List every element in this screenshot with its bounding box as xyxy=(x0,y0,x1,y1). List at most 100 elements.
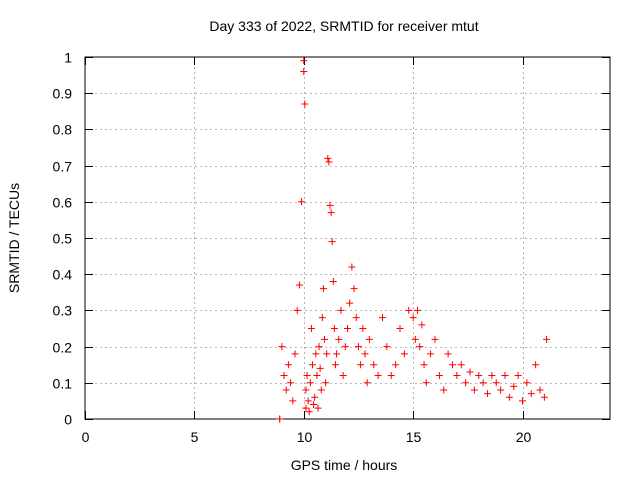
y-tick-label: 0.9 xyxy=(53,86,73,102)
data-point xyxy=(379,314,386,322)
data-point xyxy=(453,372,461,380)
data-point xyxy=(293,306,301,314)
data-point xyxy=(409,314,417,322)
data-point xyxy=(318,314,326,322)
data-point xyxy=(291,350,299,358)
y-tick-label: 0.5 xyxy=(53,231,73,247)
data-point xyxy=(325,158,333,166)
x-tick-label: 20 xyxy=(516,429,532,445)
data-point xyxy=(505,393,513,401)
data-point xyxy=(383,343,391,351)
data-point xyxy=(440,386,448,394)
data-point xyxy=(435,372,443,380)
data-point xyxy=(284,361,292,369)
data-point xyxy=(324,154,332,162)
data-point xyxy=(311,393,319,401)
data-point xyxy=(361,350,369,358)
data-point xyxy=(400,350,408,358)
data-point xyxy=(298,198,306,206)
data-point xyxy=(335,335,343,343)
data-point xyxy=(365,335,373,343)
data-point xyxy=(321,335,329,343)
data-point xyxy=(313,372,321,380)
data-point xyxy=(354,343,362,351)
data-point xyxy=(536,386,544,394)
data-point xyxy=(350,285,358,293)
y-axis-label: SRMTID / TECUs xyxy=(6,183,22,293)
data-point xyxy=(312,350,320,358)
data-point xyxy=(287,379,295,387)
tick-labels: 00.10.20.30.40.50.60.70.80.910 5 10 15 20 xyxy=(53,50,532,446)
data-point xyxy=(479,379,487,387)
data-point xyxy=(543,335,551,343)
data-point xyxy=(339,372,347,380)
y-tick-label: 0.2 xyxy=(53,340,73,356)
data-point xyxy=(363,379,371,387)
data-point xyxy=(532,361,540,369)
data-point xyxy=(306,379,314,387)
data-point xyxy=(310,401,318,409)
data-point xyxy=(289,397,297,405)
data-point xyxy=(352,314,360,322)
y-tick-label: 0.3 xyxy=(53,303,73,319)
y-tick-label: 0.6 xyxy=(53,195,73,211)
data-point xyxy=(484,390,491,398)
data-point xyxy=(387,372,395,380)
data-point xyxy=(418,321,426,329)
data-point xyxy=(302,404,310,412)
data-point xyxy=(300,67,308,75)
y-tick-label: 0.1 xyxy=(53,376,73,392)
data-point xyxy=(444,350,452,358)
data-point xyxy=(523,379,531,387)
y-tick-label: 0.7 xyxy=(53,159,73,175)
data-point xyxy=(295,281,303,289)
data-point xyxy=(475,372,483,380)
data-point xyxy=(405,306,413,314)
data-point xyxy=(466,368,474,376)
data-point xyxy=(317,386,325,394)
data-point xyxy=(501,372,509,380)
grid-lines xyxy=(85,57,610,419)
data-point xyxy=(327,209,335,217)
data-point xyxy=(462,379,470,387)
data-point xyxy=(304,397,312,405)
data-point xyxy=(470,386,478,394)
data-point xyxy=(316,364,324,372)
data-point xyxy=(514,372,522,380)
data-point xyxy=(303,372,311,380)
x-axis-label: GPS time / hours xyxy=(291,457,398,473)
data-point xyxy=(427,350,435,358)
data-point xyxy=(519,397,526,405)
data-point xyxy=(392,361,400,369)
x-tick-label: 0 xyxy=(82,429,90,445)
data-point xyxy=(328,238,336,246)
data-point xyxy=(414,306,421,314)
data-point xyxy=(322,379,330,387)
data-point xyxy=(416,343,424,351)
data-point xyxy=(492,379,500,387)
chart-title: Day 333 of 2022, SRMTID for receiver mtu… xyxy=(209,18,478,34)
plot-frame xyxy=(84,56,611,420)
data-point xyxy=(300,57,308,65)
data-point xyxy=(396,325,404,332)
data-point xyxy=(540,393,548,401)
data-point xyxy=(302,386,310,394)
data-point xyxy=(282,386,290,394)
data-point xyxy=(301,100,309,108)
data-point xyxy=(276,415,284,423)
data-point xyxy=(411,335,419,343)
data-point xyxy=(348,263,356,271)
data-point xyxy=(305,408,313,416)
data-point xyxy=(323,350,331,358)
y-tick-label: 0.8 xyxy=(53,122,73,138)
data-point xyxy=(346,299,354,307)
data-point xyxy=(278,343,286,351)
data-point xyxy=(457,361,465,369)
data-point xyxy=(307,325,315,332)
data-point xyxy=(329,277,337,285)
data-point xyxy=(359,325,367,332)
y-tick-label: 1 xyxy=(64,50,72,66)
y-tick-label: 0 xyxy=(64,412,72,428)
data-point xyxy=(330,325,338,332)
